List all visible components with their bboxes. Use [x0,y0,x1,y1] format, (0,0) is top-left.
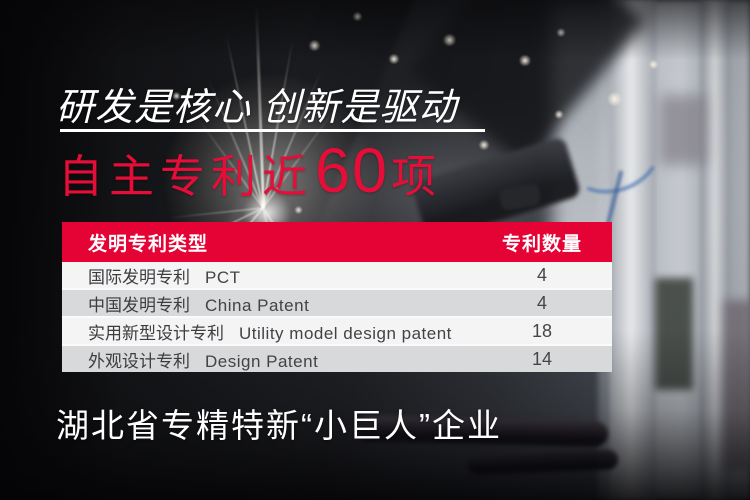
subheadline-number: 60 [315,136,390,206]
patent-type-zh: 外观设计专利 [88,351,190,371]
patent-count-value: 4 [536,292,547,313]
table-row-design-patent: 外观设计专利 Design Patent 14 [62,346,612,372]
column-header-patent-type: 发明专利类型 [88,233,209,255]
patent-table-header: 发明专利类型 专利数量 [62,222,612,262]
patent-type-label: 中国发明专利 China Patent [88,291,472,316]
table-row-pct: 国际发明专利 PCT 4 [62,262,612,290]
footer-slogan: 湖北省专精特新“小巨人”企业 [56,407,502,444]
headline-underline [60,129,485,132]
patent-type-zh: 国际发明专利 [88,267,190,287]
patent-count-value: 14 [531,348,553,369]
column-header-patent-count: 专利数量 [501,233,582,255]
patent-count-value: 4 [536,264,547,285]
patent-type-label: 外观设计专利 Design Patent [88,347,472,372]
patent-type-label: 国际发明专利 PCT [88,263,472,288]
subheadline: 自主专利近 60 项 [58,140,442,205]
patent-count-value: 18 [531,320,553,341]
patent-type-en: China Patent [205,295,310,315]
patent-type-en: Design Patent [205,351,319,371]
subheadline-suffix: 项 [391,151,443,202]
table-row-utility-model: 实用新型设计专利 Utility model design patent 18 [62,318,612,346]
patent-table: 发明专利类型 专利数量 国际发明专利 PCT 4 中国发明专利 China Pa… [62,222,612,372]
patent-type-label: 实用新型设计专利 Utility model design patent [88,319,472,344]
patent-type-en: PCT [205,267,241,287]
table-row-china-patent: 中国发明专利 China Patent 4 [62,290,612,318]
subheadline-prefix: 自主专利近 [58,151,314,202]
headline: 研发是核心 创新是驱动 [56,87,458,129]
patent-type-zh: 中国发明专利 [88,295,190,315]
patent-type-en: Utility model design patent [239,323,452,343]
patent-type-zh: 实用新型设计专利 [88,323,224,343]
